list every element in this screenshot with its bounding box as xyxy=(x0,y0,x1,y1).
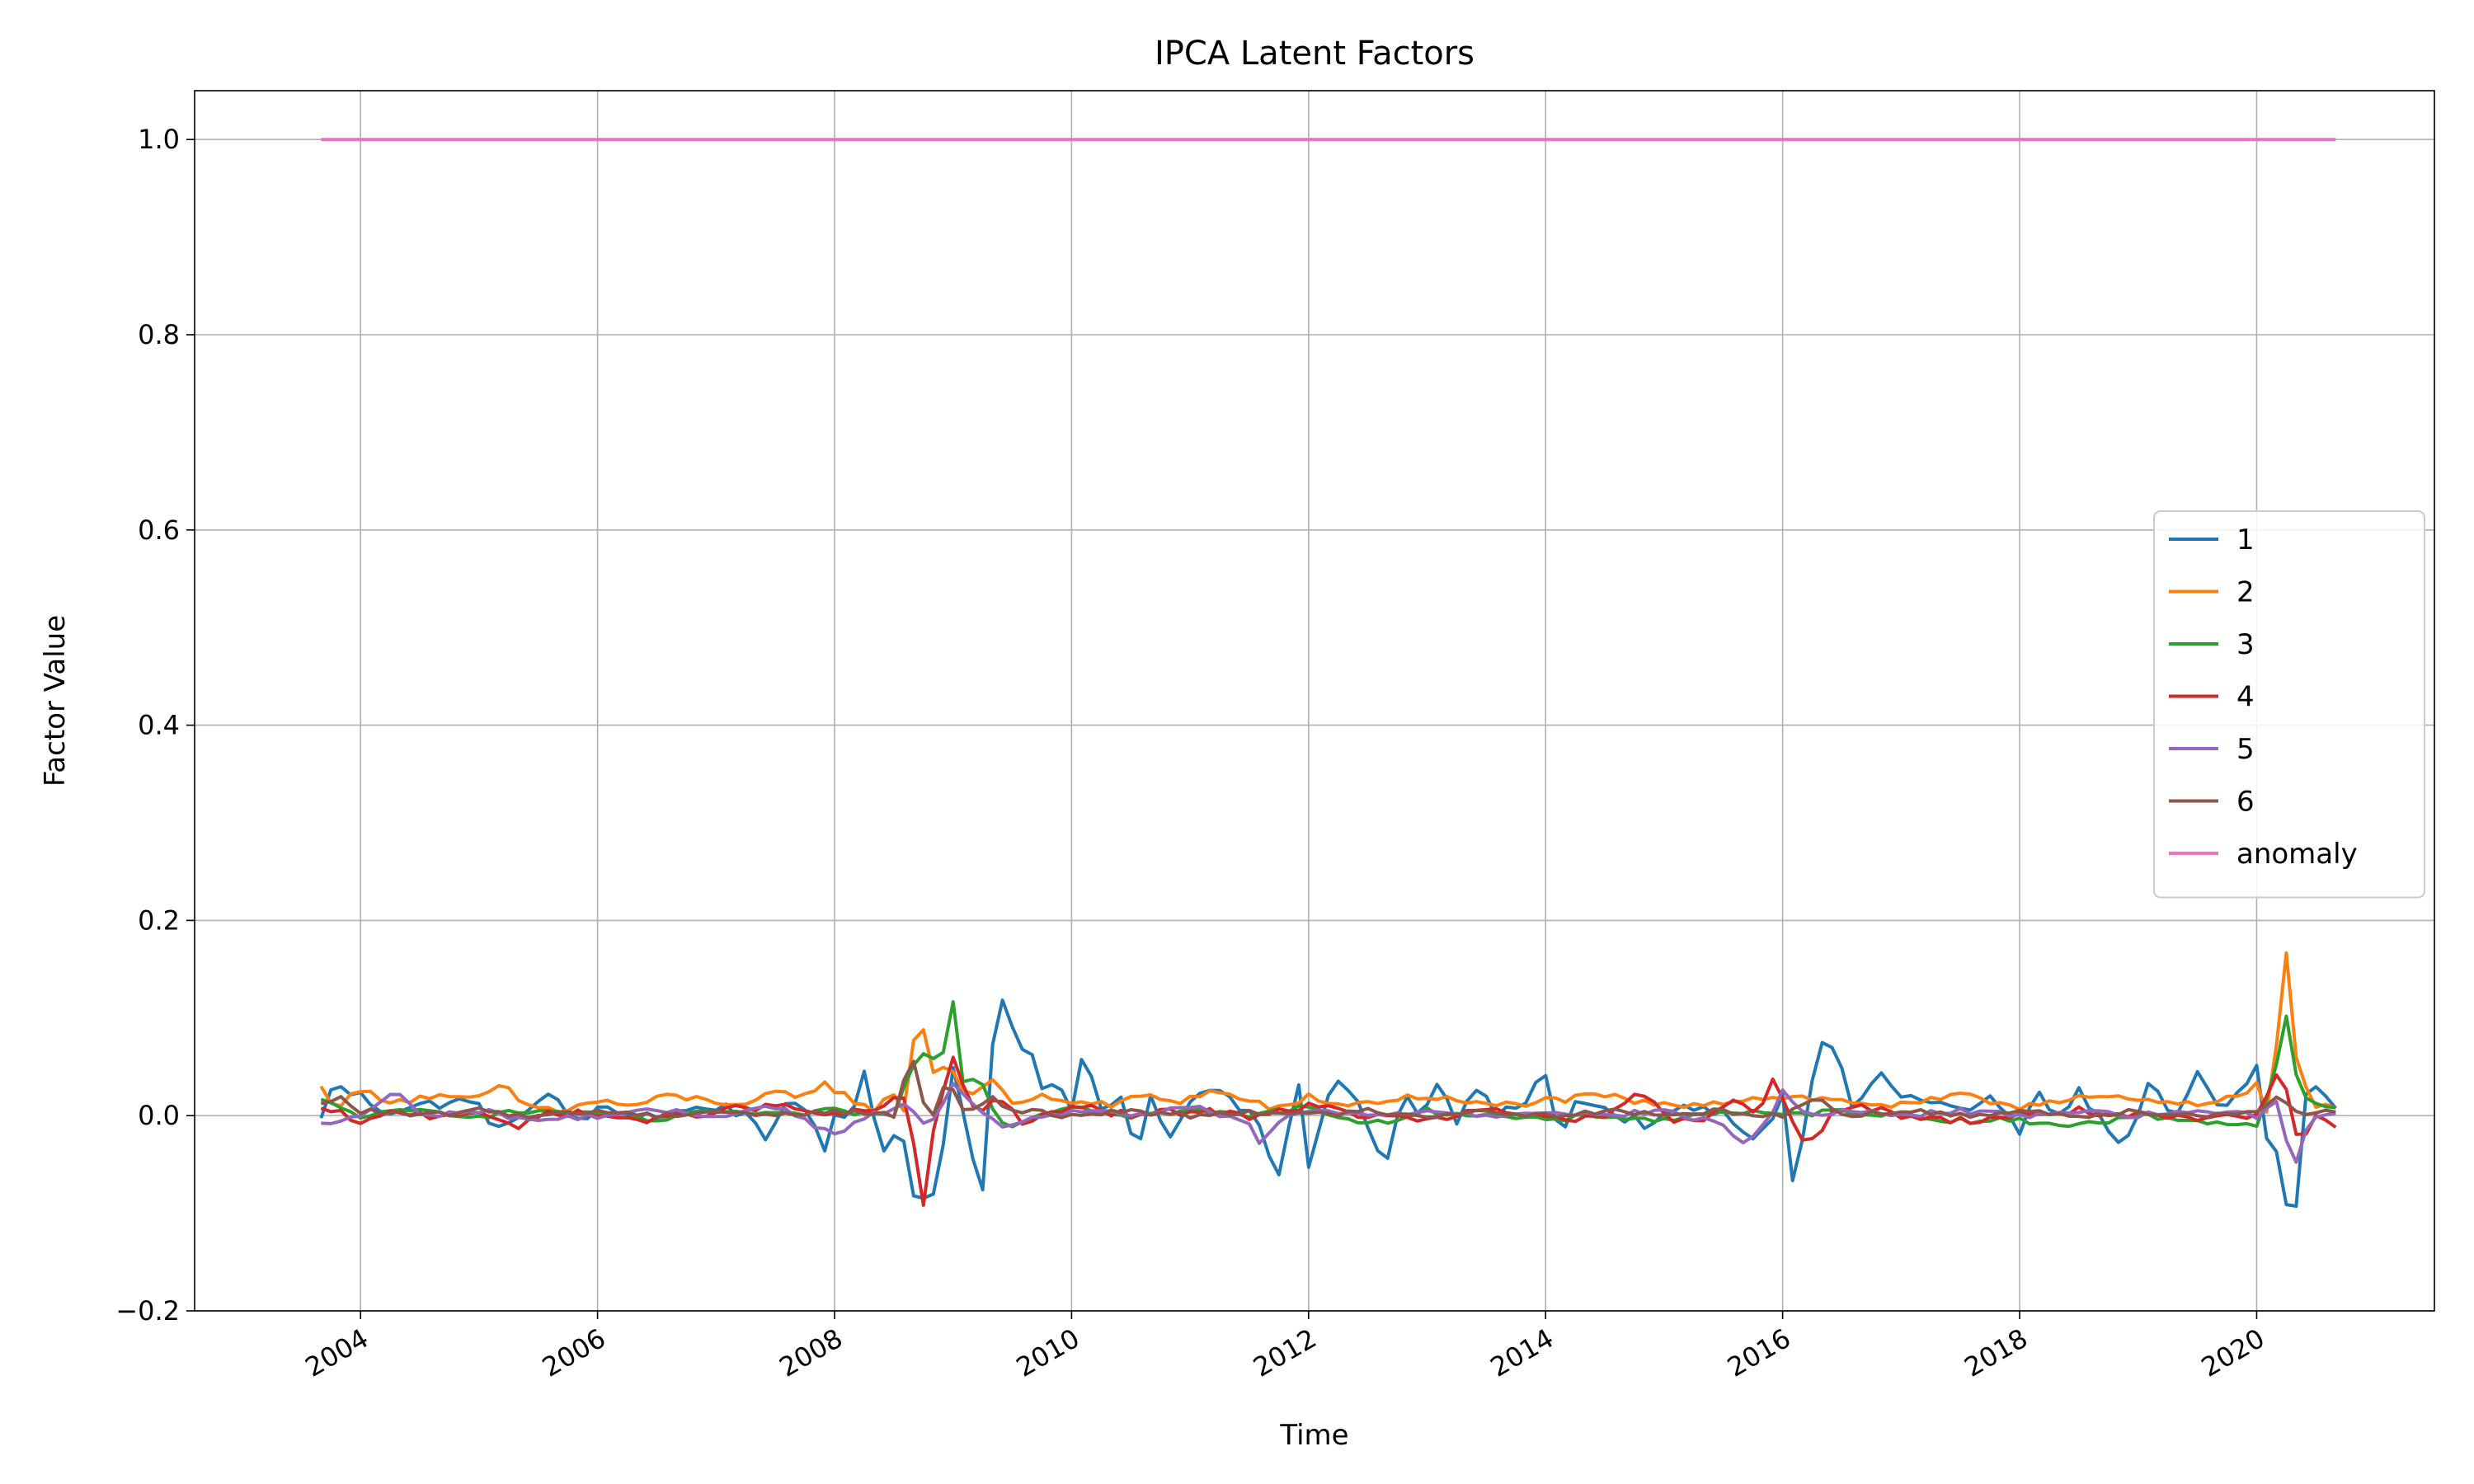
legend-label: 2 xyxy=(2236,576,2255,609)
legend-label: 4 xyxy=(2236,681,2255,714)
legend-label: 1 xyxy=(2236,524,2255,556)
y-axis-title: Factor Value xyxy=(39,615,72,787)
y-tick-label: 0.6 xyxy=(138,514,180,546)
legend-label: anomaly xyxy=(2236,838,2358,871)
legend-label: 6 xyxy=(2236,786,2255,819)
plot-frame xyxy=(194,90,2435,1312)
y-tick-label: −0.2 xyxy=(115,1295,180,1327)
series-lines xyxy=(319,138,2337,1208)
series-line-6 xyxy=(320,1059,2336,1120)
x-axis-title: Time xyxy=(1279,1419,1348,1452)
legend-label: 3 xyxy=(2236,628,2255,661)
y-tick-label: 0.2 xyxy=(138,904,180,936)
legend-box xyxy=(2153,510,2425,899)
y-tick-label: 0.8 xyxy=(138,319,180,350)
y-tick-label: 0.0 xyxy=(138,1100,180,1131)
y-tick-label: 1.0 xyxy=(138,124,180,155)
legend-label: 5 xyxy=(2236,733,2255,766)
series-line-2 xyxy=(319,951,2337,1114)
chart-title: IPCA Latent Factors xyxy=(1155,35,1475,73)
legend: 1 2 3 4 5 6 anomaly xyxy=(2153,510,2425,899)
y-tick-label: 0.4 xyxy=(138,710,180,741)
